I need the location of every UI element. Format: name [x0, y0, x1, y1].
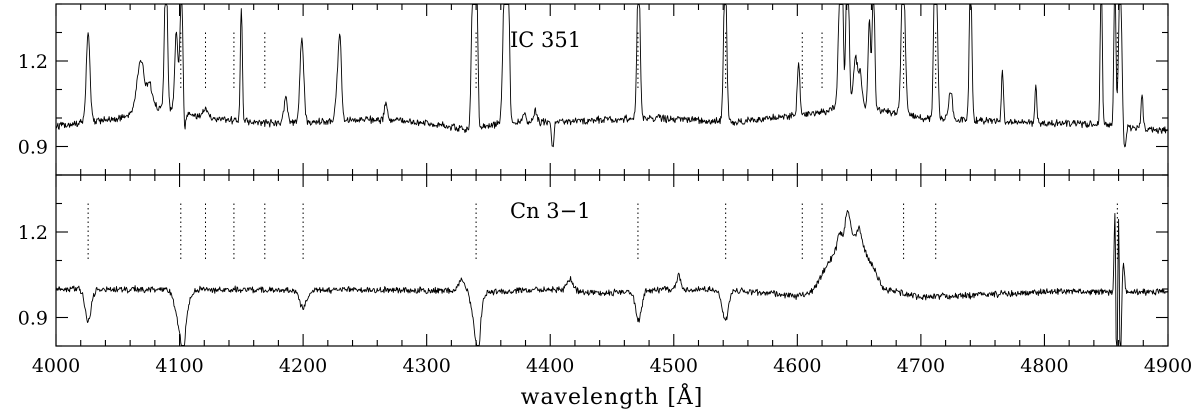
- ic351-y-tick-label: 1.2: [18, 51, 48, 73]
- panel-cn3-1-y-tick-labels: 0.9 1.2: [18, 222, 48, 330]
- x-tick-label: 4500: [650, 355, 698, 377]
- panel-ic351: 0.9 1.2 IC 351: [18, 3, 1169, 176]
- x-tick-label: 4000: [32, 355, 80, 377]
- panel-cn3-1-x-ticks: [55, 175, 1169, 346]
- ic351-y-tick-label: 0.9: [18, 137, 48, 159]
- x-tick-label: 4700: [897, 355, 945, 377]
- panel-cn3-1-frame: [55, 174, 1169, 347]
- x-tick-label: 4100: [155, 355, 203, 377]
- x-tick-labels: 4000 4100 4200 4300 4400 4500 4600 4700 4800 4900: [32, 355, 1192, 377]
- panel-cn3-1-y-ticks: [56, 174, 1168, 347]
- panel-ic351-line-markers: [180, 32, 1118, 90]
- ic351-spectrum-line: [55, 4, 1169, 148]
- x-tick-label: 4800: [1020, 355, 1068, 377]
- panel-cn3-1-label: Cn 3−1: [510, 199, 591, 223]
- x-tick-label: 4400: [526, 355, 574, 377]
- cn3-1-y-tick-label: 0.9: [18, 308, 48, 330]
- cn3-1-spectrum-line: [55, 209, 1169, 346]
- x-tick-label: 4600: [773, 355, 821, 377]
- panel-cn3-1: 0.9 1.2 Cn 3−1: [18, 174, 1169, 347]
- x-tick-label: 4200: [279, 355, 327, 377]
- cn3-1-y-tick-label: 1.2: [18, 222, 48, 244]
- x-axis-title: wavelength [Å]: [521, 382, 704, 410]
- panel-ic351-label: IC 351: [510, 28, 581, 52]
- x-tick-label: 4300: [402, 355, 450, 377]
- x-tick-label: 4900: [1144, 355, 1192, 377]
- panel-cn3-1-line-markers: [87, 203, 1118, 261]
- panel-ic351-y-tick-labels: 0.9 1.2: [18, 51, 48, 159]
